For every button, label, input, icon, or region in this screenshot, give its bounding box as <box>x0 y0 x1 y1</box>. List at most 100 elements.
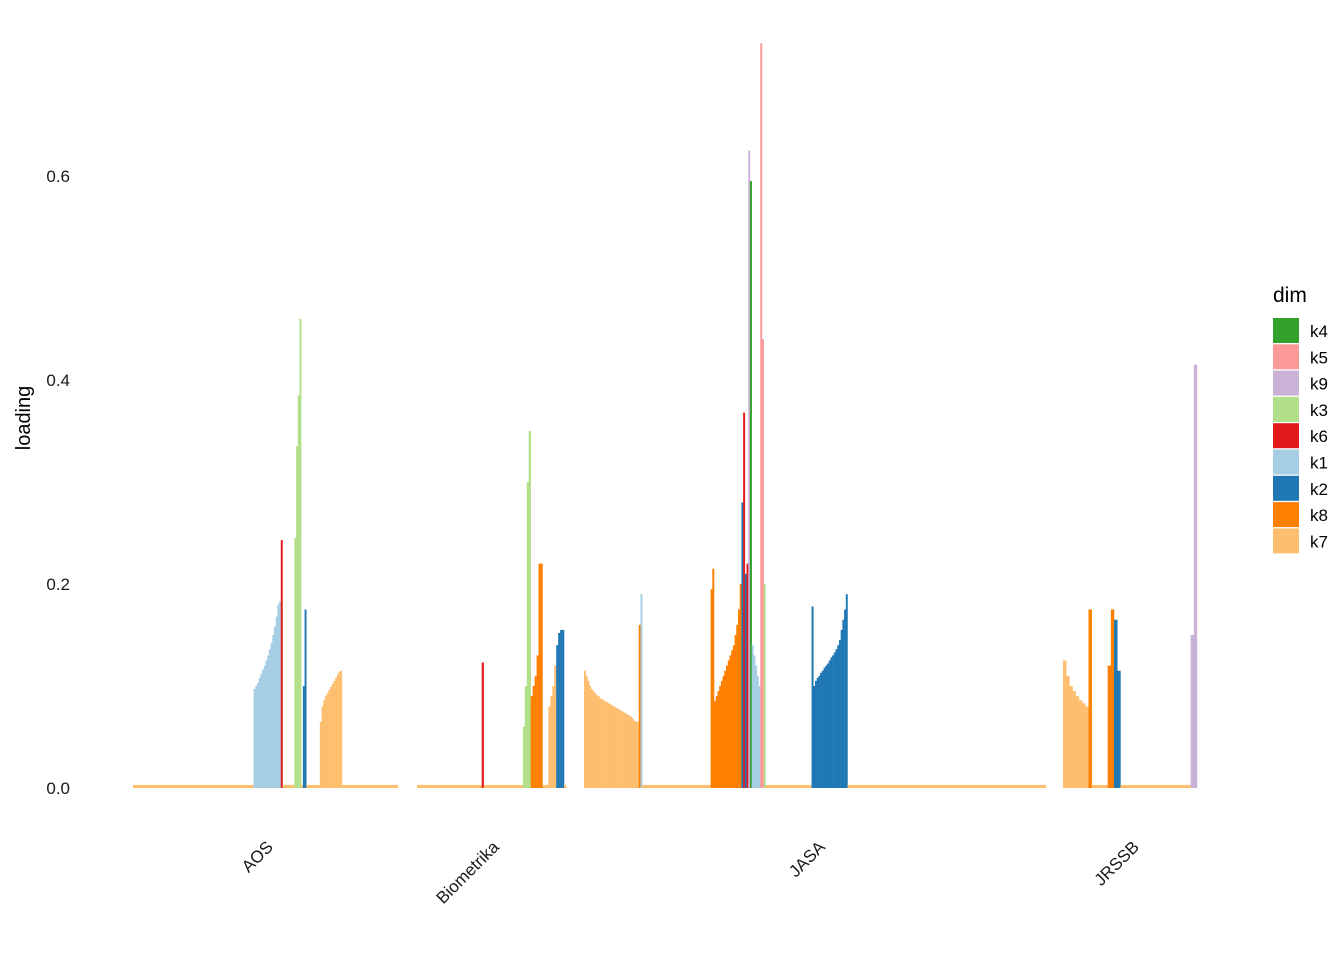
bar-k7 <box>967 784 970 788</box>
bar-k7 <box>946 784 949 788</box>
bar-k7 <box>341 784 344 788</box>
bar-k2 <box>837 645 840 788</box>
bar-k7 <box>424 784 428 788</box>
bar-k7 <box>1028 784 1031 788</box>
bar-k7 <box>667 784 670 788</box>
bar-k7 <box>662 784 665 788</box>
bar-k7 <box>856 784 859 788</box>
bar-k7 <box>452 784 455 788</box>
bar-k1 <box>640 594 643 788</box>
bar-k7 <box>775 784 778 788</box>
bar-k8 <box>538 563 541 788</box>
bar-k7 <box>917 784 920 788</box>
bar-k7 <box>876 784 879 788</box>
bar-k7 <box>316 784 319 788</box>
bar-k7 <box>292 784 295 788</box>
bar-k7 <box>611 705 614 788</box>
bar-k7 <box>601 699 604 788</box>
bar-k7 <box>180 784 183 788</box>
bar-k7 <box>888 784 891 788</box>
bar-k7 <box>1171 784 1175 788</box>
bar-k7 <box>546 784 549 788</box>
bar-k8 <box>715 696 718 788</box>
bar-k7 <box>483 784 486 788</box>
bar-k1 <box>755 665 758 788</box>
bar-k7 <box>1161 784 1166 788</box>
bar-k7 <box>479 784 482 788</box>
bar-k7 <box>158 784 161 788</box>
bar-k7 <box>681 784 684 788</box>
bar-k7 <box>442 784 445 788</box>
bar-k7 <box>1126 784 1131 788</box>
bar-k7 <box>516 784 520 788</box>
bar-k7 <box>958 784 961 788</box>
bar-k7 <box>219 784 222 788</box>
legend-swatch-k5 <box>1273 344 1299 370</box>
bar-k7 <box>672 784 675 788</box>
bar-k7 <box>134 784 137 788</box>
bar-k7 <box>214 784 217 788</box>
bar-k3 <box>294 538 297 788</box>
bar-k7 <box>552 686 555 788</box>
bar-k7 <box>857 784 860 788</box>
bar-k7 <box>970 784 973 788</box>
bar-k7 <box>499 784 502 788</box>
bar-k7 <box>912 784 915 788</box>
bar-k7 <box>804 784 807 788</box>
bar-k7 <box>626 714 629 788</box>
bar-k7 <box>168 784 171 788</box>
legend-swatch-k8 <box>1273 502 1299 528</box>
bar-k7 <box>661 784 663 788</box>
bar-k7 <box>635 721 638 788</box>
bar-k7 <box>960 784 963 788</box>
bar-k7 <box>880 784 882 788</box>
bar-k7 <box>585 675 588 788</box>
bar-k7 <box>898 784 901 788</box>
bar-k7 <box>1187 784 1191 788</box>
bar-k7 <box>700 784 703 788</box>
bar-k7 <box>362 784 365 788</box>
bar-k7 <box>1085 706 1089 788</box>
bar-k7 <box>676 784 679 788</box>
bar-k7 <box>654 784 657 788</box>
bar-k7 <box>485 784 488 788</box>
bar-k7 <box>336 674 339 788</box>
bar-k7 <box>614 707 617 788</box>
bar-k7 <box>375 784 378 788</box>
bar-k7 <box>683 784 686 788</box>
bar-k7 <box>862 784 865 788</box>
bar-k8 <box>530 696 533 788</box>
bar-k2 <box>832 655 835 788</box>
bar-k7 <box>927 784 930 788</box>
bar-k7 <box>864 784 867 788</box>
bar-k7 <box>436 784 439 788</box>
bar-k7 <box>200 784 203 788</box>
bar-k7 <box>1030 784 1033 788</box>
bar-k7 <box>1022 784 1024 788</box>
bar-k7 <box>1123 784 1128 788</box>
bar-k2 <box>826 663 829 788</box>
bar-k1 <box>756 675 759 788</box>
bar-k1 <box>267 655 270 788</box>
bar-k7 <box>323 700 326 788</box>
bar-k7 <box>355 784 358 788</box>
bar-k7 <box>1075 696 1080 788</box>
legend-swatch-k1 <box>1273 449 1299 475</box>
bar-k7 <box>1027 784 1030 788</box>
bar-k7 <box>679 784 682 788</box>
bar-k7 <box>690 784 693 788</box>
bar-k7 <box>438 784 441 788</box>
panel-biometrika <box>417 431 567 788</box>
bar-k7 <box>428 784 431 788</box>
bar-k7 <box>1032 784 1035 788</box>
bars-layer <box>133 43 1198 789</box>
bar-k7 <box>207 784 210 788</box>
bar-k7 <box>926 784 929 788</box>
bar-k7 <box>489 784 492 788</box>
bar-k7 <box>1091 784 1096 788</box>
bar-k7 <box>628 715 631 788</box>
bar-k7 <box>903 784 906 788</box>
bar-k7 <box>886 784 889 788</box>
bar-k7 <box>386 784 389 788</box>
bar-k7 <box>616 708 619 788</box>
